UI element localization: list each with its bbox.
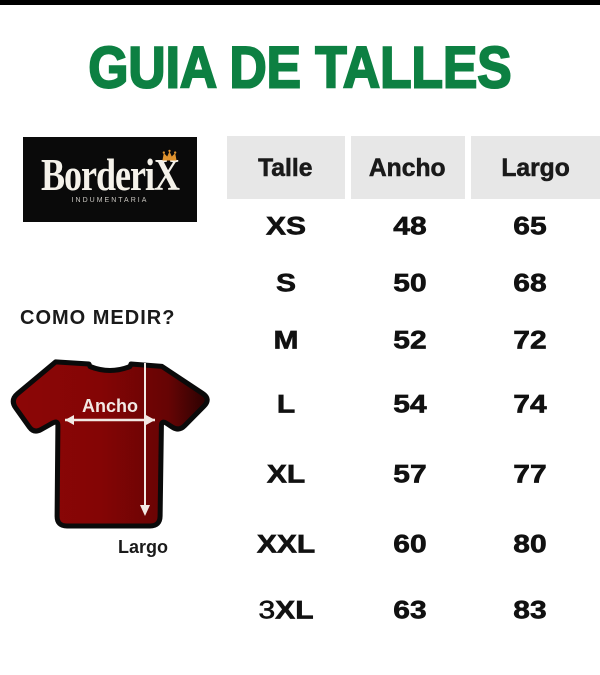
svg-text:Largo: Largo (118, 537, 168, 557)
svg-text:Ancho: Ancho (82, 396, 138, 416)
